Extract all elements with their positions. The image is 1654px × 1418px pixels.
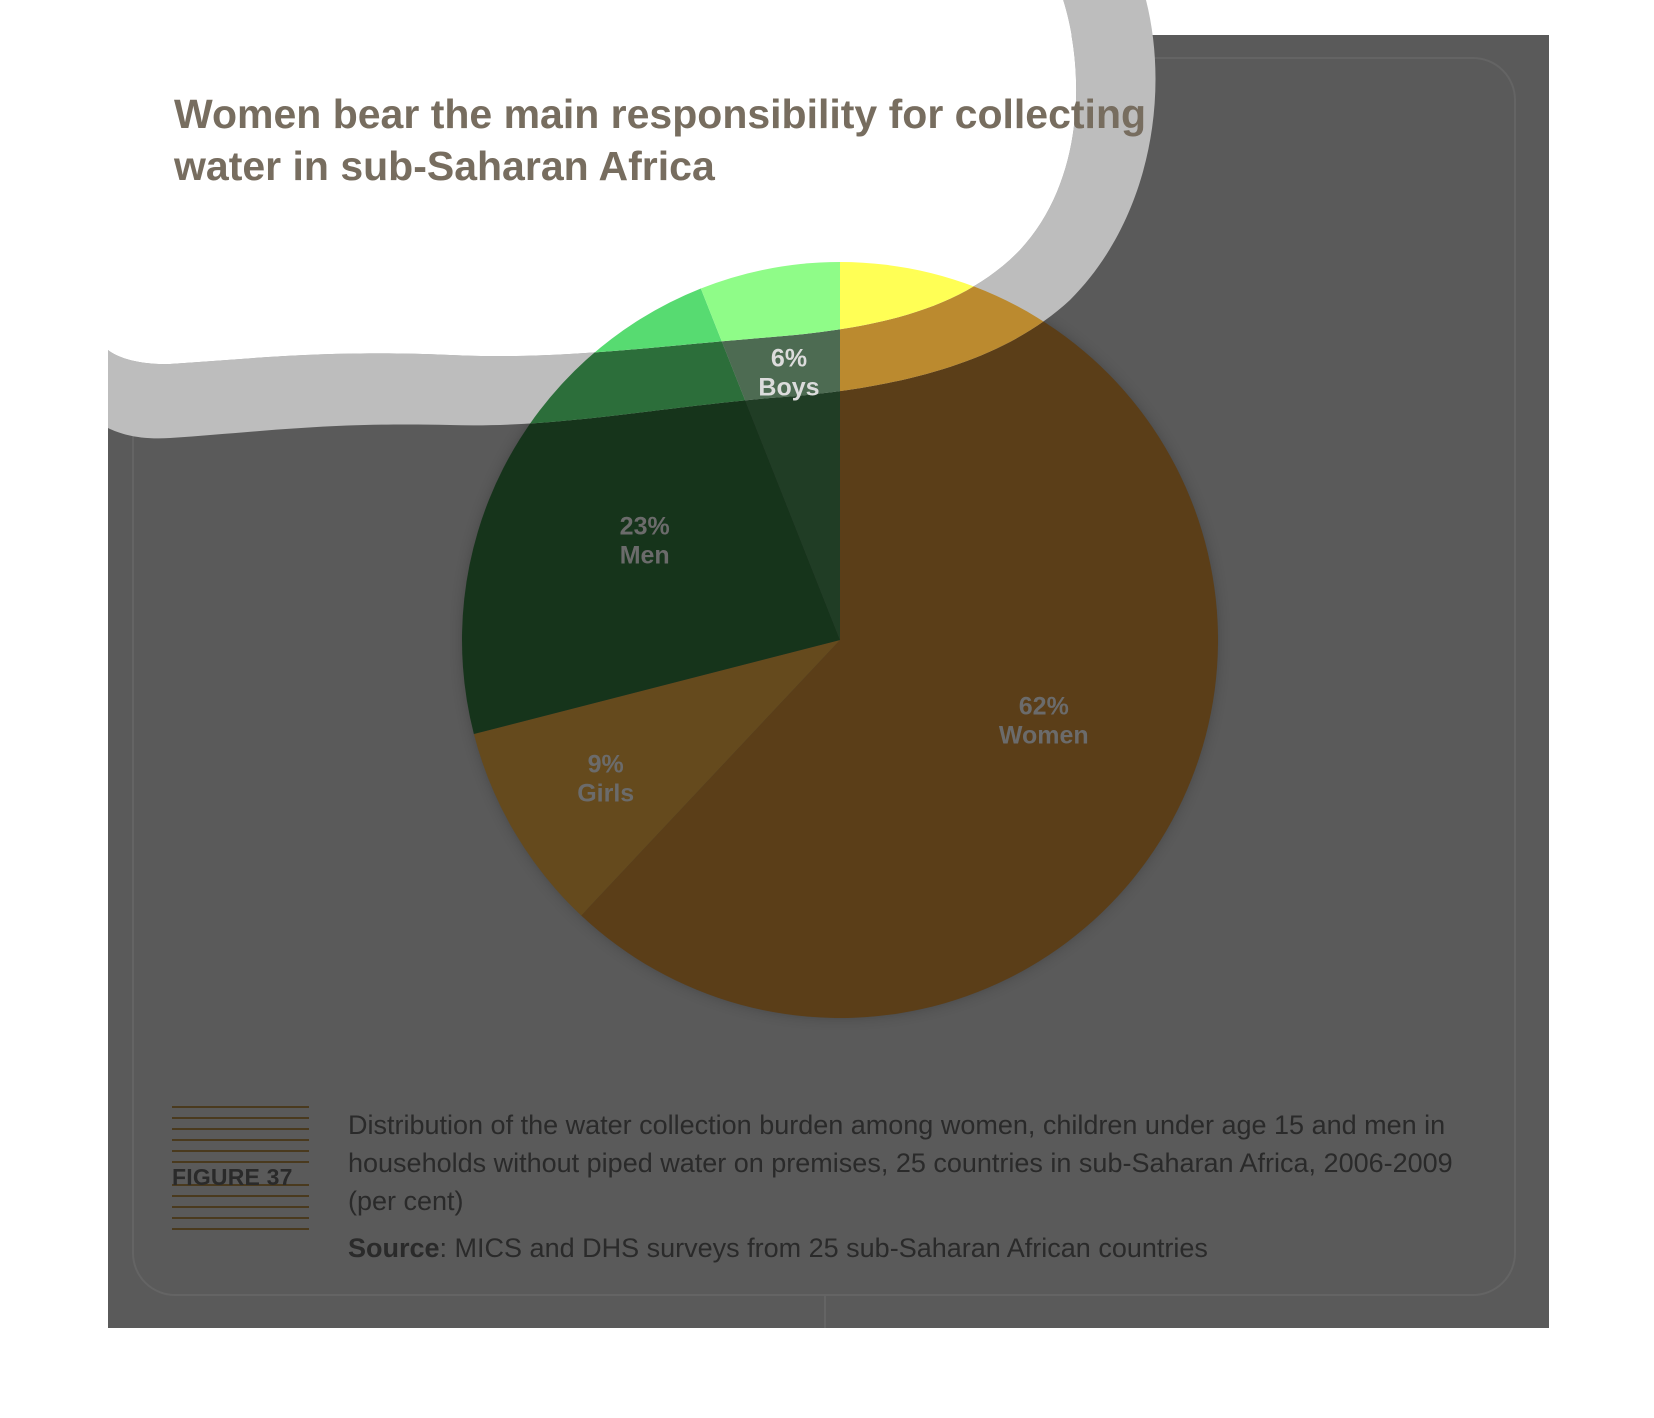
ring-pie-slices — [462, 262, 1156, 439]
figure-label: FIGURE 37 — [172, 1164, 293, 1190]
ring-slice-men — [462, 288, 840, 439]
slice-label-men: Men — [620, 542, 670, 570]
source-label: Source — [348, 1233, 440, 1263]
slice-value-girls: 9% — [588, 751, 624, 779]
slice-value-women: 62% — [1019, 693, 1069, 721]
figure-caption-block: FIGURE 37 Distribution of the water coll… — [172, 1106, 1482, 1266]
slice-value-men: 23% — [620, 513, 670, 541]
figure-caption: Distribution of the water collection bur… — [348, 1110, 1453, 1216]
figure-stripes — [172, 1106, 309, 1230]
source-text: : MICS and DHS surveys from 25 sub-Sahar… — [439, 1233, 1208, 1263]
slice-label-girls: Girls — [577, 780, 634, 808]
chart-title: Women bear the main responsibility for c… — [173, 91, 1157, 189]
pie-slice-women — [581, 262, 1218, 1018]
slice-label-boys: Boys — [758, 374, 819, 402]
chart-title-line-2: water in sub-Saharan Africa — [173, 143, 716, 189]
slice-label-women: Women — [999, 722, 1089, 750]
slice-labels: 62%Women 9%Girls 23%Men 6%Boys — [577, 345, 1089, 808]
slice-value-boys: 6% — [771, 345, 807, 373]
source-line: Source: MICS and DHS surveys from 25 sub… — [348, 1230, 1478, 1266]
pie-slice-girls — [473, 640, 840, 916]
ring-pie-highlight — [462, 262, 1156, 439]
chart-title-line-1: Women bear the main responsibility for c… — [174, 91, 1146, 137]
ring-slice-boys — [700, 262, 840, 439]
